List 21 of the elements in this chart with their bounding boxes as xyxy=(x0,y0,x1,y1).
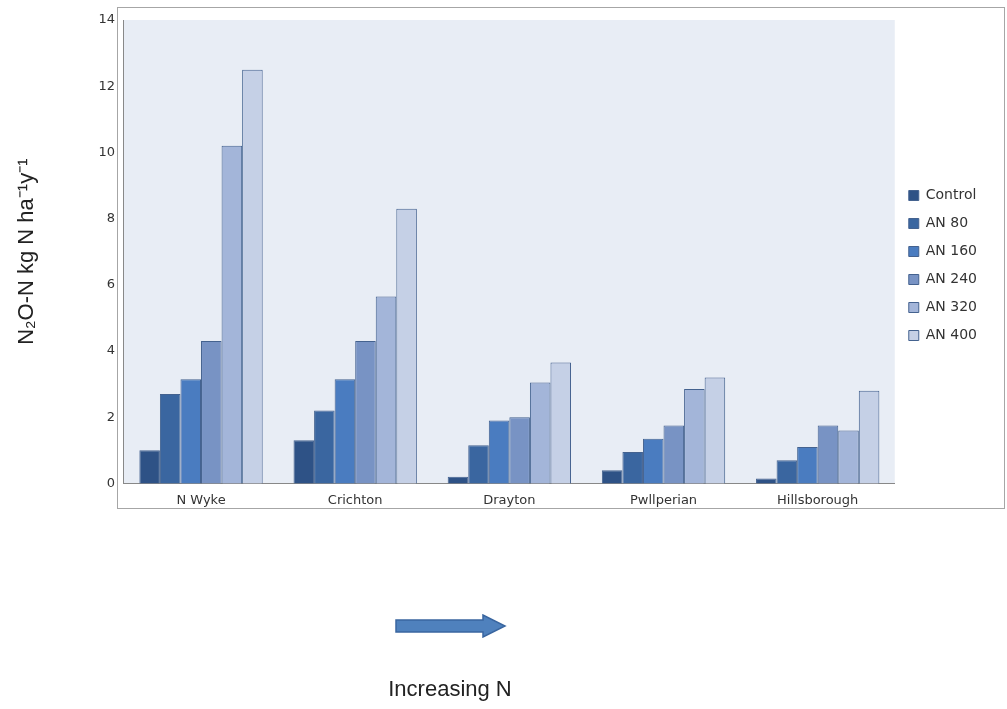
y-tick-label: 8 xyxy=(106,209,115,225)
legend-label: AN 80 xyxy=(925,214,969,231)
y-axis-title: N₂O-N kg N ha⁻¹y⁻¹ xyxy=(13,158,39,345)
y-tick-label: 4 xyxy=(106,342,115,358)
y-tick-label: 14 xyxy=(98,11,115,27)
legend-label: AN 160 xyxy=(925,242,978,259)
legend-label: AN 240 xyxy=(925,270,978,287)
y-tick-label: 2 xyxy=(106,408,115,424)
legend-label: AN 400 xyxy=(925,326,978,343)
y-tick-label: 0 xyxy=(106,474,115,490)
x-tick-label: Drayton xyxy=(483,491,536,507)
x-tick-label: Crichton xyxy=(327,491,383,507)
legend-label: Control xyxy=(925,186,977,203)
y-tick-label: 10 xyxy=(98,143,115,159)
y-tick-label: 12 xyxy=(98,77,115,93)
legend-label: AN 320 xyxy=(925,298,978,315)
x-tick-label: Pwllperian xyxy=(629,491,698,507)
y-tick-label: 6 xyxy=(106,276,115,292)
text: Increasing N xyxy=(387,676,513,702)
x-tick-label: N Wyke xyxy=(176,491,226,507)
x-tick-label: Hillsborough xyxy=(777,491,859,507)
